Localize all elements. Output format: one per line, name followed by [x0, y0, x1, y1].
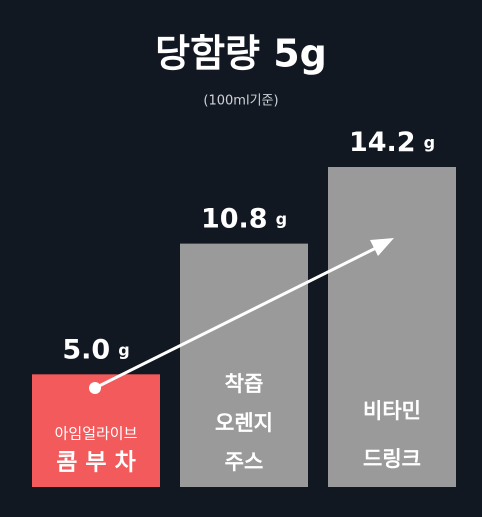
value-label: 14.2 g: [349, 127, 435, 158]
arrow-dot: [89, 382, 101, 394]
value-label-part: g: [276, 209, 287, 228]
category-label: 주스: [225, 450, 264, 474]
arrow-head: [370, 238, 394, 256]
arrow-line: [94, 244, 381, 390]
category-label: 오렌지: [215, 411, 273, 435]
chart-subtitle: (100ml기준): [203, 94, 278, 109]
value-label-part: 10.8: [201, 203, 268, 234]
value-label: 10.8 g: [201, 203, 287, 234]
value-label-part: g: [118, 340, 129, 359]
bar: [180, 243, 308, 487]
category-label: 착즙: [225, 372, 264, 396]
trend-arrow: [89, 238, 394, 394]
value-label: 5.0 g: [62, 334, 129, 365]
bar: [328, 167, 456, 487]
value-label-part: 5.0: [62, 334, 110, 365]
category-label: 비타민: [363, 399, 421, 423]
category-label: 드링크: [363, 447, 421, 471]
category-label: 아임얼라이브: [55, 425, 138, 443]
value-label-part: g: [424, 133, 435, 152]
chart-title: 당함량 5g: [155, 32, 327, 76]
value-label-part: 14.2: [349, 127, 416, 158]
category-label: 콤 부 차: [56, 450, 136, 476]
